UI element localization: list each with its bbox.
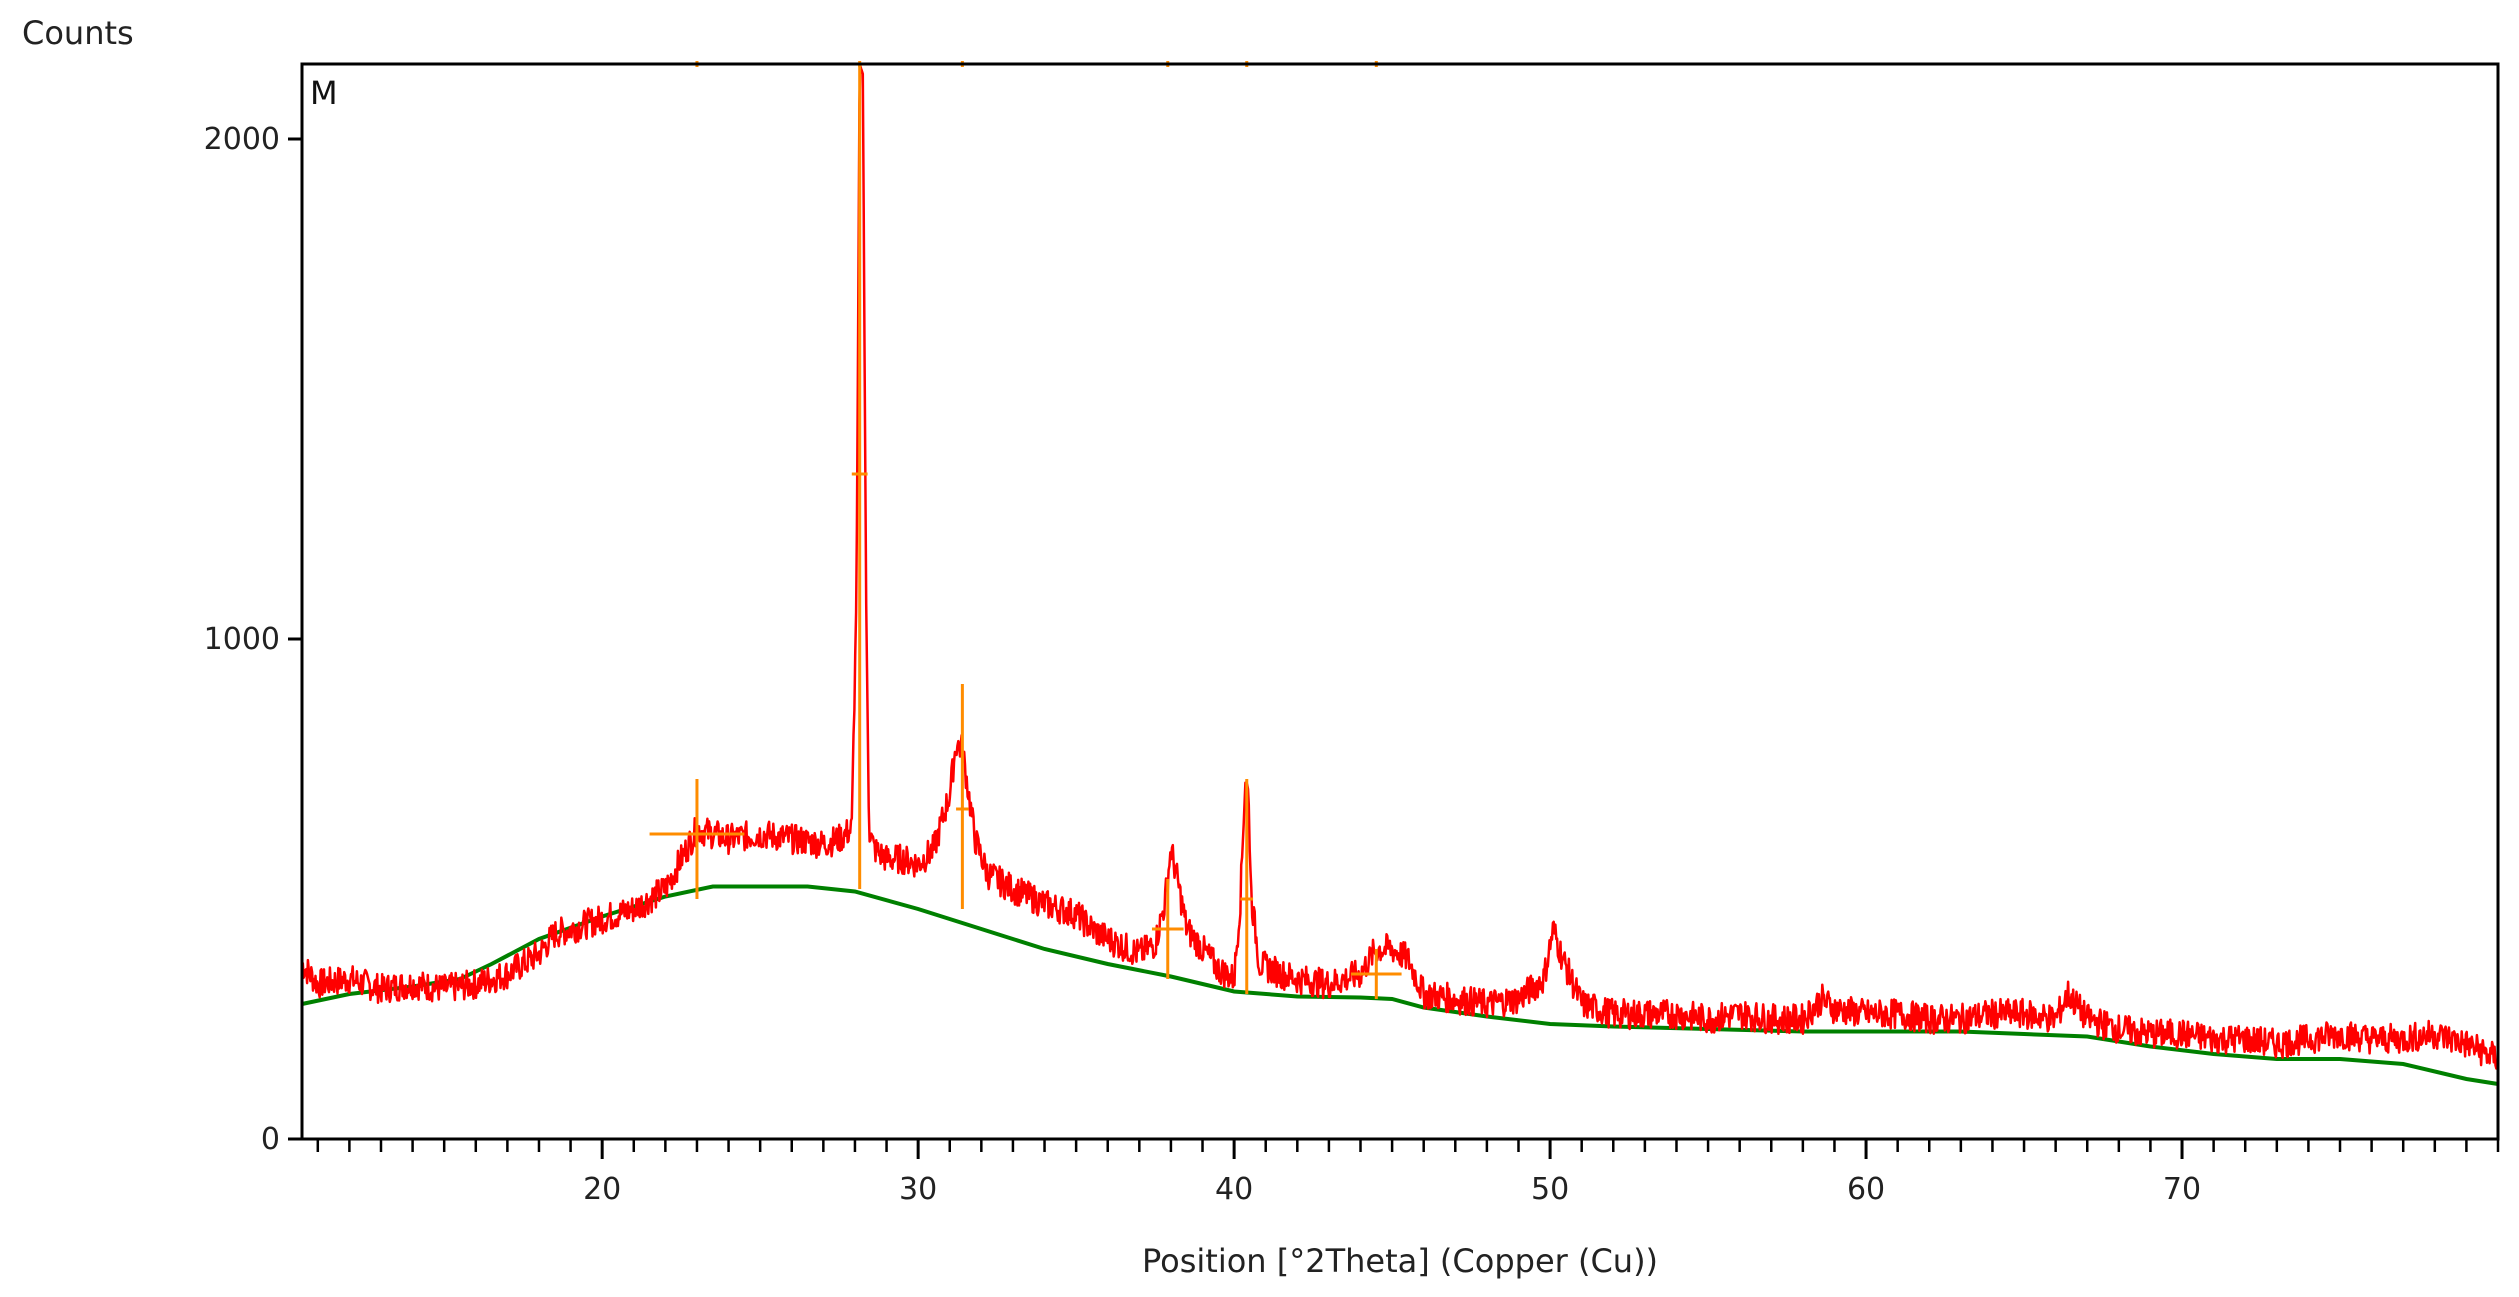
peak-marker (1351, 61, 1402, 999)
panel-label: M (310, 74, 338, 112)
y-tick-label: 1000 (204, 622, 280, 657)
x-axis-title: Position [°2Theta] (Copper (Cu)) (1142, 1242, 1658, 1280)
tick-layer (288, 137, 2500, 1159)
label-layer: 20 30 40 50 60 70 0 1000 2000 (204, 122, 2201, 1207)
diffraction-pattern-line (300, 64, 2499, 1070)
x-tick-label: 50 (1531, 1172, 1569, 1207)
x-tick-label: 30 (899, 1172, 937, 1207)
y-tick-label: 2000 (204, 122, 280, 157)
y-axis-title: Counts (22, 14, 134, 52)
peak-marker (649, 61, 745, 899)
peak-marker (1151, 61, 1184, 979)
plot-frame (300, 62, 2500, 1141)
x-tick-label: 40 (1215, 1172, 1253, 1207)
peak-marker (851, 61, 868, 889)
x-tick-label: 70 (2163, 1172, 2201, 1207)
x-tick-label: 20 (583, 1172, 621, 1207)
pattern-layer (300, 64, 2499, 1070)
background-fit-line (301, 884, 2499, 1086)
x-tick-label: 60 (1847, 1172, 1885, 1207)
peak-markers-layer (649, 61, 1402, 999)
y-tick-label: 0 (261, 1122, 280, 1157)
background-fit-layer (301, 884, 2499, 1086)
